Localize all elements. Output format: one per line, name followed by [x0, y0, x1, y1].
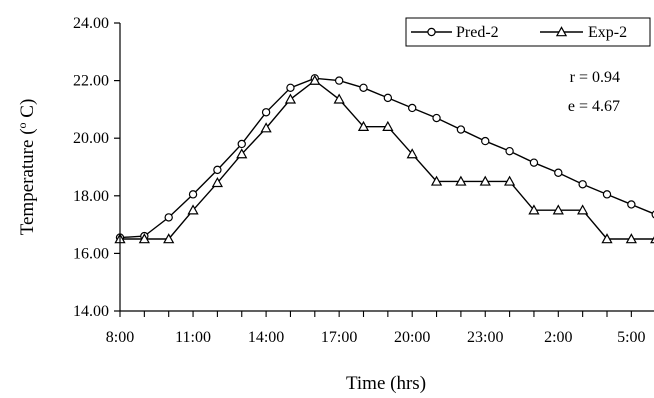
data-point — [601, 233, 613, 244]
y-axis-title-main: Temperature ( — [17, 128, 38, 235]
data-point — [479, 175, 491, 186]
data-point — [430, 175, 443, 186]
data-point — [359, 83, 368, 93]
y-tick-label: 16.00 — [73, 245, 109, 262]
y-axis-ticks: 14.00 16.00 18.00 20.00 22.00 24.00 — [73, 15, 120, 320]
y-tick-label: 24.00 — [73, 15, 109, 32]
x-tick-label: 5:00 — [617, 329, 645, 346]
y-tick-label: 14.00 — [73, 303, 109, 320]
data-point — [357, 120, 370, 131]
data-point — [261, 108, 271, 117]
y-tick-label: 22.00 — [73, 73, 109, 90]
data-point — [383, 93, 393, 103]
legend-marker — [427, 27, 436, 37]
data-point — [503, 175, 516, 186]
y-axis-title: Temperature (o C) — [15, 99, 38, 236]
data-point — [284, 93, 297, 104]
correlation-annotation: r = 0.94 — [570, 69, 620, 86]
y-axis-title-unit: C) — [17, 99, 38, 123]
data-point — [163, 233, 175, 244]
x-tick-label: 2:00 — [544, 329, 572, 346]
x-tick-label: 8:00 — [106, 329, 134, 346]
x-axis-ticks: 8:00 11:00 14:00 17:00 20:00 23:00 2:00 5:00 — [106, 311, 646, 346]
data-point — [211, 177, 224, 188]
x-tick-label: 17:00 — [321, 329, 357, 346]
data-point — [213, 165, 222, 175]
x-tick-label: 14:00 — [248, 329, 284, 346]
data-point — [164, 213, 173, 222]
y-axis-title-superscript: o — [15, 122, 29, 128]
series-exp-2 — [114, 74, 654, 244]
y-tick-label: 20.00 — [73, 130, 109, 147]
data-point — [577, 204, 589, 215]
data-point — [554, 168, 563, 177]
data-point — [408, 103, 417, 113]
data-point — [528, 204, 540, 215]
data-point — [650, 236, 654, 244]
legend-entry-pred-2: Pred-2 — [411, 24, 499, 41]
series-line — [120, 79, 654, 240]
data-point — [237, 139, 246, 149]
data-point — [602, 190, 612, 199]
series-line — [119, 77, 654, 239]
data-point — [455, 175, 467, 186]
data-point — [382, 120, 394, 131]
data-point — [625, 233, 637, 244]
series-pred-2 — [115, 74, 654, 242]
data-point — [627, 200, 636, 209]
data-point — [406, 148, 418, 159]
data-point — [578, 180, 587, 189]
data-point — [138, 233, 150, 244]
x-tick-label: 23:00 — [467, 329, 503, 346]
data-point — [188, 190, 198, 199]
legend-entry-exp-2: Exp-2 — [540, 24, 627, 41]
data-point — [333, 93, 345, 104]
x-tick-label: 11:00 — [175, 329, 211, 346]
data-point — [552, 204, 564, 215]
data-point — [187, 204, 199, 215]
x-axis-title: Time (hrs) — [346, 373, 426, 394]
data-point — [529, 158, 539, 167]
legend-label: Exp-2 — [588, 24, 627, 41]
x-tick-label: 20:00 — [394, 329, 430, 346]
legend: Pred-2 Exp-2 — [405, 17, 651, 47]
legend-label: Pred-2 — [456, 24, 499, 41]
data-point — [309, 74, 321, 85]
data-point — [334, 76, 344, 85]
data-point — [432, 113, 441, 123]
data-point — [505, 146, 514, 156]
data-point — [286, 83, 295, 93]
data-point — [456, 125, 466, 134]
series-layer — [114, 74, 654, 244]
data-point — [481, 136, 490, 146]
error-annotation: e = 4.67 — [568, 98, 620, 115]
legend-marker — [555, 26, 568, 37]
data-point — [260, 122, 272, 133]
y-tick-label: 18.00 — [73, 188, 109, 205]
data-point — [236, 148, 248, 159]
